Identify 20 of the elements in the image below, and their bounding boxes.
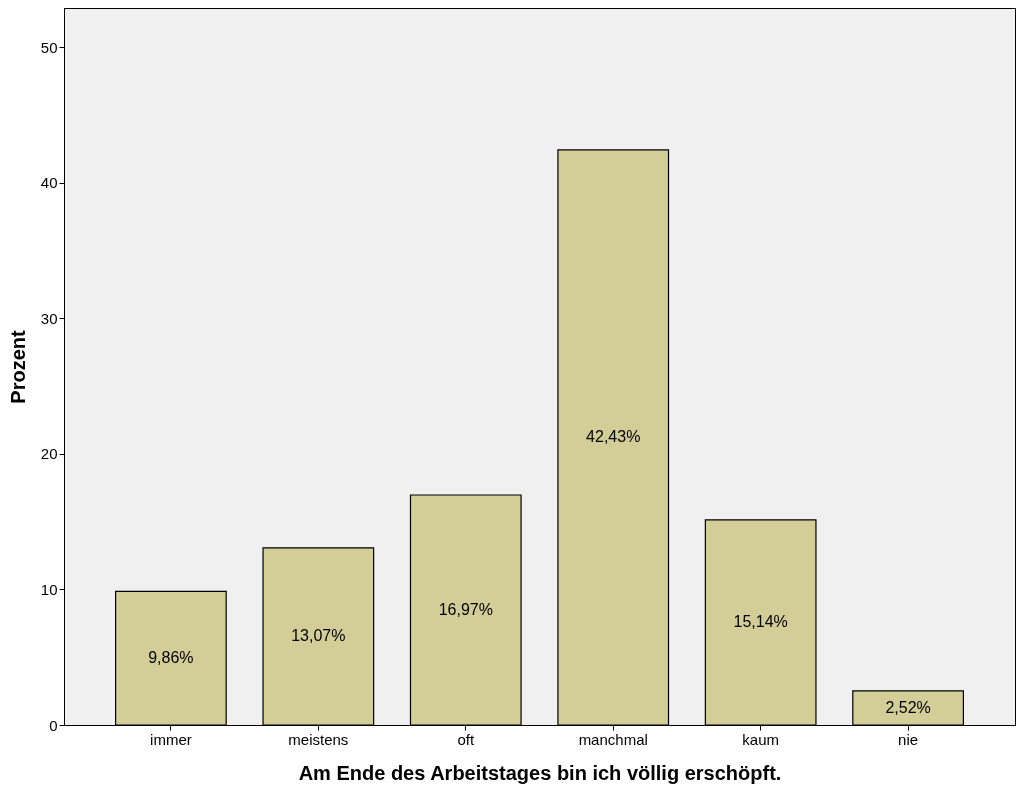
data-label: 42,43% xyxy=(586,428,641,446)
y-tick-label: 20 xyxy=(40,445,58,463)
y-axis-title: Prozent xyxy=(6,329,29,404)
x-tick-label: meistens xyxy=(288,730,349,748)
x-tick-label: manchmal xyxy=(578,730,648,748)
data-label: 15,14% xyxy=(733,613,788,631)
data-label: 16,97% xyxy=(438,601,493,618)
data-label: 9,86% xyxy=(148,649,194,667)
x-tick-label: kaum xyxy=(742,730,780,748)
y-tick-label: 10 xyxy=(40,580,58,598)
x-tick-label: immer xyxy=(150,730,192,748)
y-tick-label: 30 xyxy=(40,309,58,327)
y-tick-label: 50 xyxy=(40,38,58,56)
y-tick-label: 0 xyxy=(49,716,58,734)
x-tick-label: nie xyxy=(898,730,919,748)
data-label: 13,07% xyxy=(291,627,346,645)
x-axis-title: Am Ende des Arbeitstages bin ich völlig erschöpft. xyxy=(298,761,782,784)
x-tick-label: oft xyxy=(457,730,475,748)
data-label: 2,52% xyxy=(885,698,931,716)
y-tick-label: 40 xyxy=(40,174,58,192)
